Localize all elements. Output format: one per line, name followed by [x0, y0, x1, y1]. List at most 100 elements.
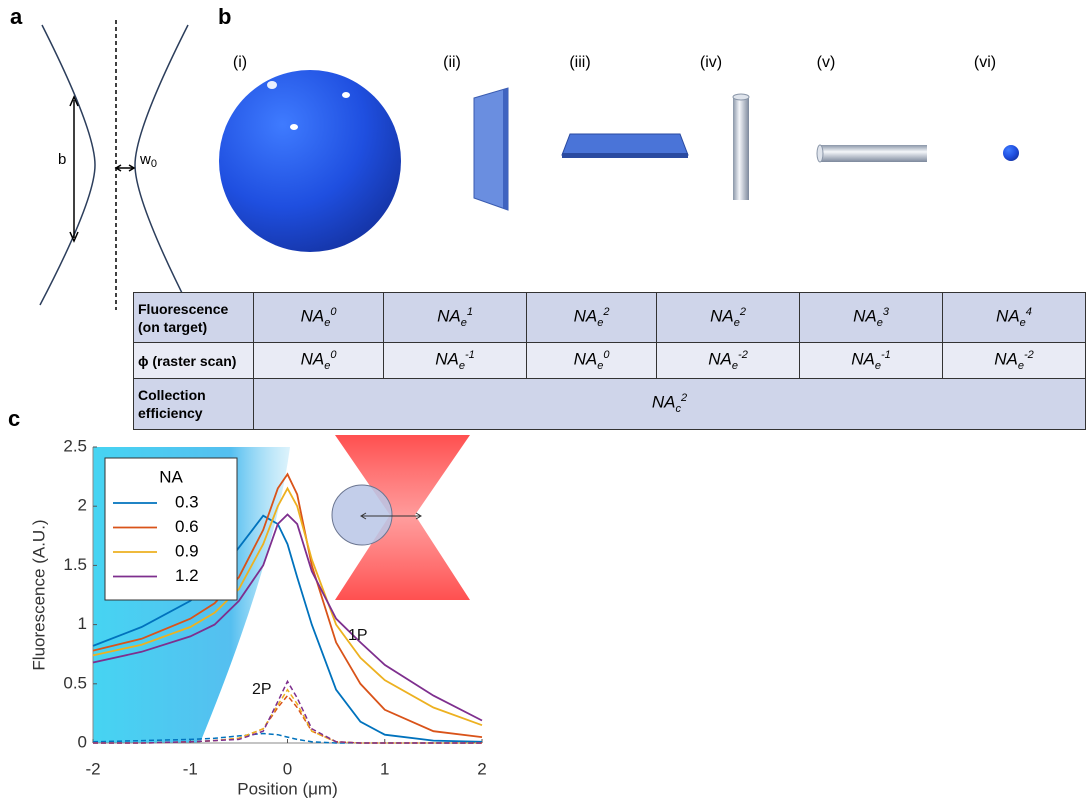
y-tick-label: 2.5 — [63, 436, 87, 455]
table-cell: NAe0 — [527, 343, 657, 379]
x-tick-label: -1 — [183, 759, 198, 778]
y-tick-label: 0.5 — [63, 673, 87, 692]
table-cell: NAe0 — [254, 343, 384, 379]
x-tick-label: 1 — [380, 759, 389, 778]
table-cell: NAe-1 — [384, 343, 527, 379]
cell-subscript: e — [459, 360, 465, 372]
y-tick-label: 1 — [78, 614, 87, 633]
rod — [733, 97, 749, 200]
panel-label: c — [8, 406, 20, 431]
rod-cap — [817, 145, 823, 162]
shape-label: (iii) — [569, 54, 590, 71]
cell-base: NA — [851, 350, 875, 369]
table-cell: NAe0 — [254, 293, 384, 343]
sphere — [219, 70, 401, 252]
row-header: ϕ (raster scan) — [134, 343, 254, 379]
cell-subscript: c — [676, 404, 682, 416]
table-cell: NAe3 — [800, 293, 943, 343]
x-tick-label: 0 — [283, 759, 292, 778]
x-tick-label: -2 — [85, 759, 100, 778]
cell-superscript: 2 — [681, 392, 687, 404]
legend-label: 0.3 — [175, 492, 199, 511]
y-axis-label: Fluorescence (A.U.) — [29, 519, 48, 670]
page: {"panel_labels": ["a", "b", "c"], "panel… — [0, 0, 1086, 805]
cell-subscript: e — [461, 317, 467, 329]
shape-label: (i) — [233, 54, 247, 71]
table-cell: NAe-2 — [657, 343, 800, 379]
legend-label: 1.2 — [175, 566, 199, 585]
cell-superscript: 0 — [330, 349, 336, 361]
dot — [1003, 145, 1019, 161]
cell-superscript: 3 — [883, 306, 889, 318]
cell-subscript: e — [597, 360, 603, 372]
label: w0 — [139, 151, 157, 170]
header-text: ϕ (raster scan) — [138, 353, 236, 369]
shape-labels: (i) (ii) (iii) (iv) (v) (vi) — [233, 54, 996, 71]
legend-label: 0.6 — [175, 517, 199, 536]
y-tick-label: 2 — [78, 496, 87, 515]
panel-label: a — [10, 4, 23, 29]
annotation: 1P — [348, 627, 368, 644]
x-tick-label: 2 — [477, 759, 486, 778]
row-header: Collection efficiency — [134, 379, 254, 430]
cell-subscript: e — [877, 317, 883, 329]
annotation: 2P — [252, 681, 272, 698]
cell-base: NA — [652, 393, 676, 412]
cell-superscript: -1 — [881, 349, 891, 361]
cell-base: NA — [574, 307, 598, 326]
shape-label: (iv) — [700, 54, 722, 71]
highlight — [267, 81, 277, 89]
header-text: (on target) — [138, 319, 207, 335]
cell-superscript: 2 — [740, 306, 746, 318]
y-tick-label: 1.5 — [63, 555, 87, 574]
legend: NA 0.3 0.6 0.9 1.2 — [105, 458, 237, 600]
disk — [474, 88, 508, 210]
beam-edge — [40, 25, 95, 305]
rod-cap — [733, 94, 749, 100]
cell-base: NA — [574, 350, 598, 369]
table-cell: NAe1 — [384, 293, 527, 343]
y-tick-label: 0 — [78, 732, 87, 751]
cell-subscript: e — [1018, 360, 1024, 372]
panel-label: b — [218, 4, 231, 29]
cell-subscript: e — [732, 360, 738, 372]
cell-superscript: -1 — [465, 349, 475, 361]
table-cell: NAe-2 — [942, 343, 1085, 379]
cell-superscript: 0 — [330, 306, 336, 318]
row-header: Fluorescence (on target) — [134, 293, 254, 343]
cell-subscript: e — [734, 317, 740, 329]
table-cell: NAc2 — [254, 379, 1086, 430]
cell-superscript: 2 — [603, 306, 609, 318]
subscript: 0 — [151, 158, 157, 170]
shape-label: (v) — [817, 54, 836, 71]
header-text: Fluorescence — [138, 301, 228, 317]
plate-edge — [562, 153, 688, 158]
shape-label: (ii) — [443, 54, 461, 71]
cell-base: NA — [435, 350, 459, 369]
cell-subscript: e — [875, 360, 881, 372]
cell-base: NA — [994, 350, 1018, 369]
cell-base: NA — [301, 350, 325, 369]
header-text: efficiency — [138, 405, 203, 421]
table-row: Collection efficiency NAc2 — [134, 379, 1086, 430]
legend-title: NA — [159, 467, 183, 486]
cell-subscript: e — [324, 317, 330, 329]
cell-base: NA — [710, 307, 734, 326]
highlight — [342, 92, 350, 98]
cell-superscript: 4 — [1026, 306, 1032, 318]
cell-base: NA — [853, 307, 877, 326]
table-cell: NAe4 — [942, 293, 1085, 343]
cell-subscript: e — [1020, 317, 1026, 329]
header-text: Collection — [138, 387, 206, 403]
legend-label: 0.9 — [175, 541, 199, 560]
cell-base: NA — [437, 307, 461, 326]
cell-subscript: e — [597, 317, 603, 329]
cell-superscript: -2 — [738, 349, 748, 361]
table-cell: NAe-1 — [800, 343, 943, 379]
shape-label: (vi) — [974, 54, 996, 71]
cell-base: NA — [708, 350, 732, 369]
cell-superscript: 1 — [467, 306, 473, 318]
